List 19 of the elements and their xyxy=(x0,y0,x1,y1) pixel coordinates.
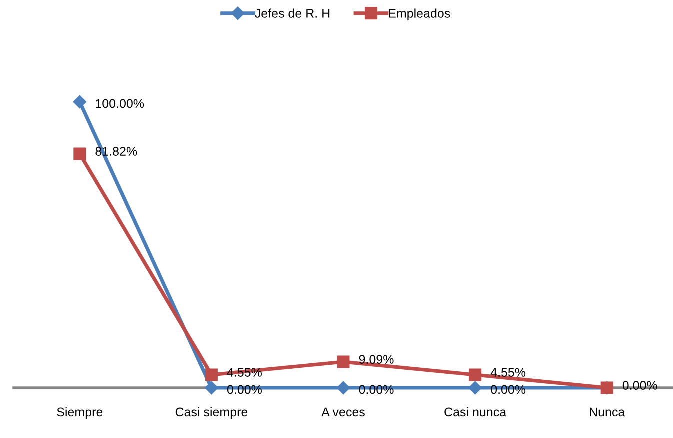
point xyxy=(74,148,86,160)
x-tick-label: Siempre xyxy=(57,407,103,420)
x-tick-label: Casi siempre xyxy=(176,407,248,420)
point xyxy=(337,356,350,368)
data-label: 100.00% xyxy=(96,99,144,108)
x-tick-label: A veces xyxy=(322,408,365,417)
point xyxy=(205,381,218,395)
legend-label: Empleados xyxy=(389,8,450,20)
data-label: 0.00% xyxy=(622,381,658,390)
x-tick-label: Nunca xyxy=(590,408,626,417)
point xyxy=(469,368,482,382)
point xyxy=(468,381,482,395)
data-label: 9.09% xyxy=(359,355,394,364)
legend-label: Jefes de R. H xyxy=(255,8,330,18)
data-label: 4.55% xyxy=(490,368,526,377)
point xyxy=(73,95,86,109)
point xyxy=(336,381,350,395)
x-tick-label: Casi nunca xyxy=(444,407,507,417)
point xyxy=(205,368,218,382)
